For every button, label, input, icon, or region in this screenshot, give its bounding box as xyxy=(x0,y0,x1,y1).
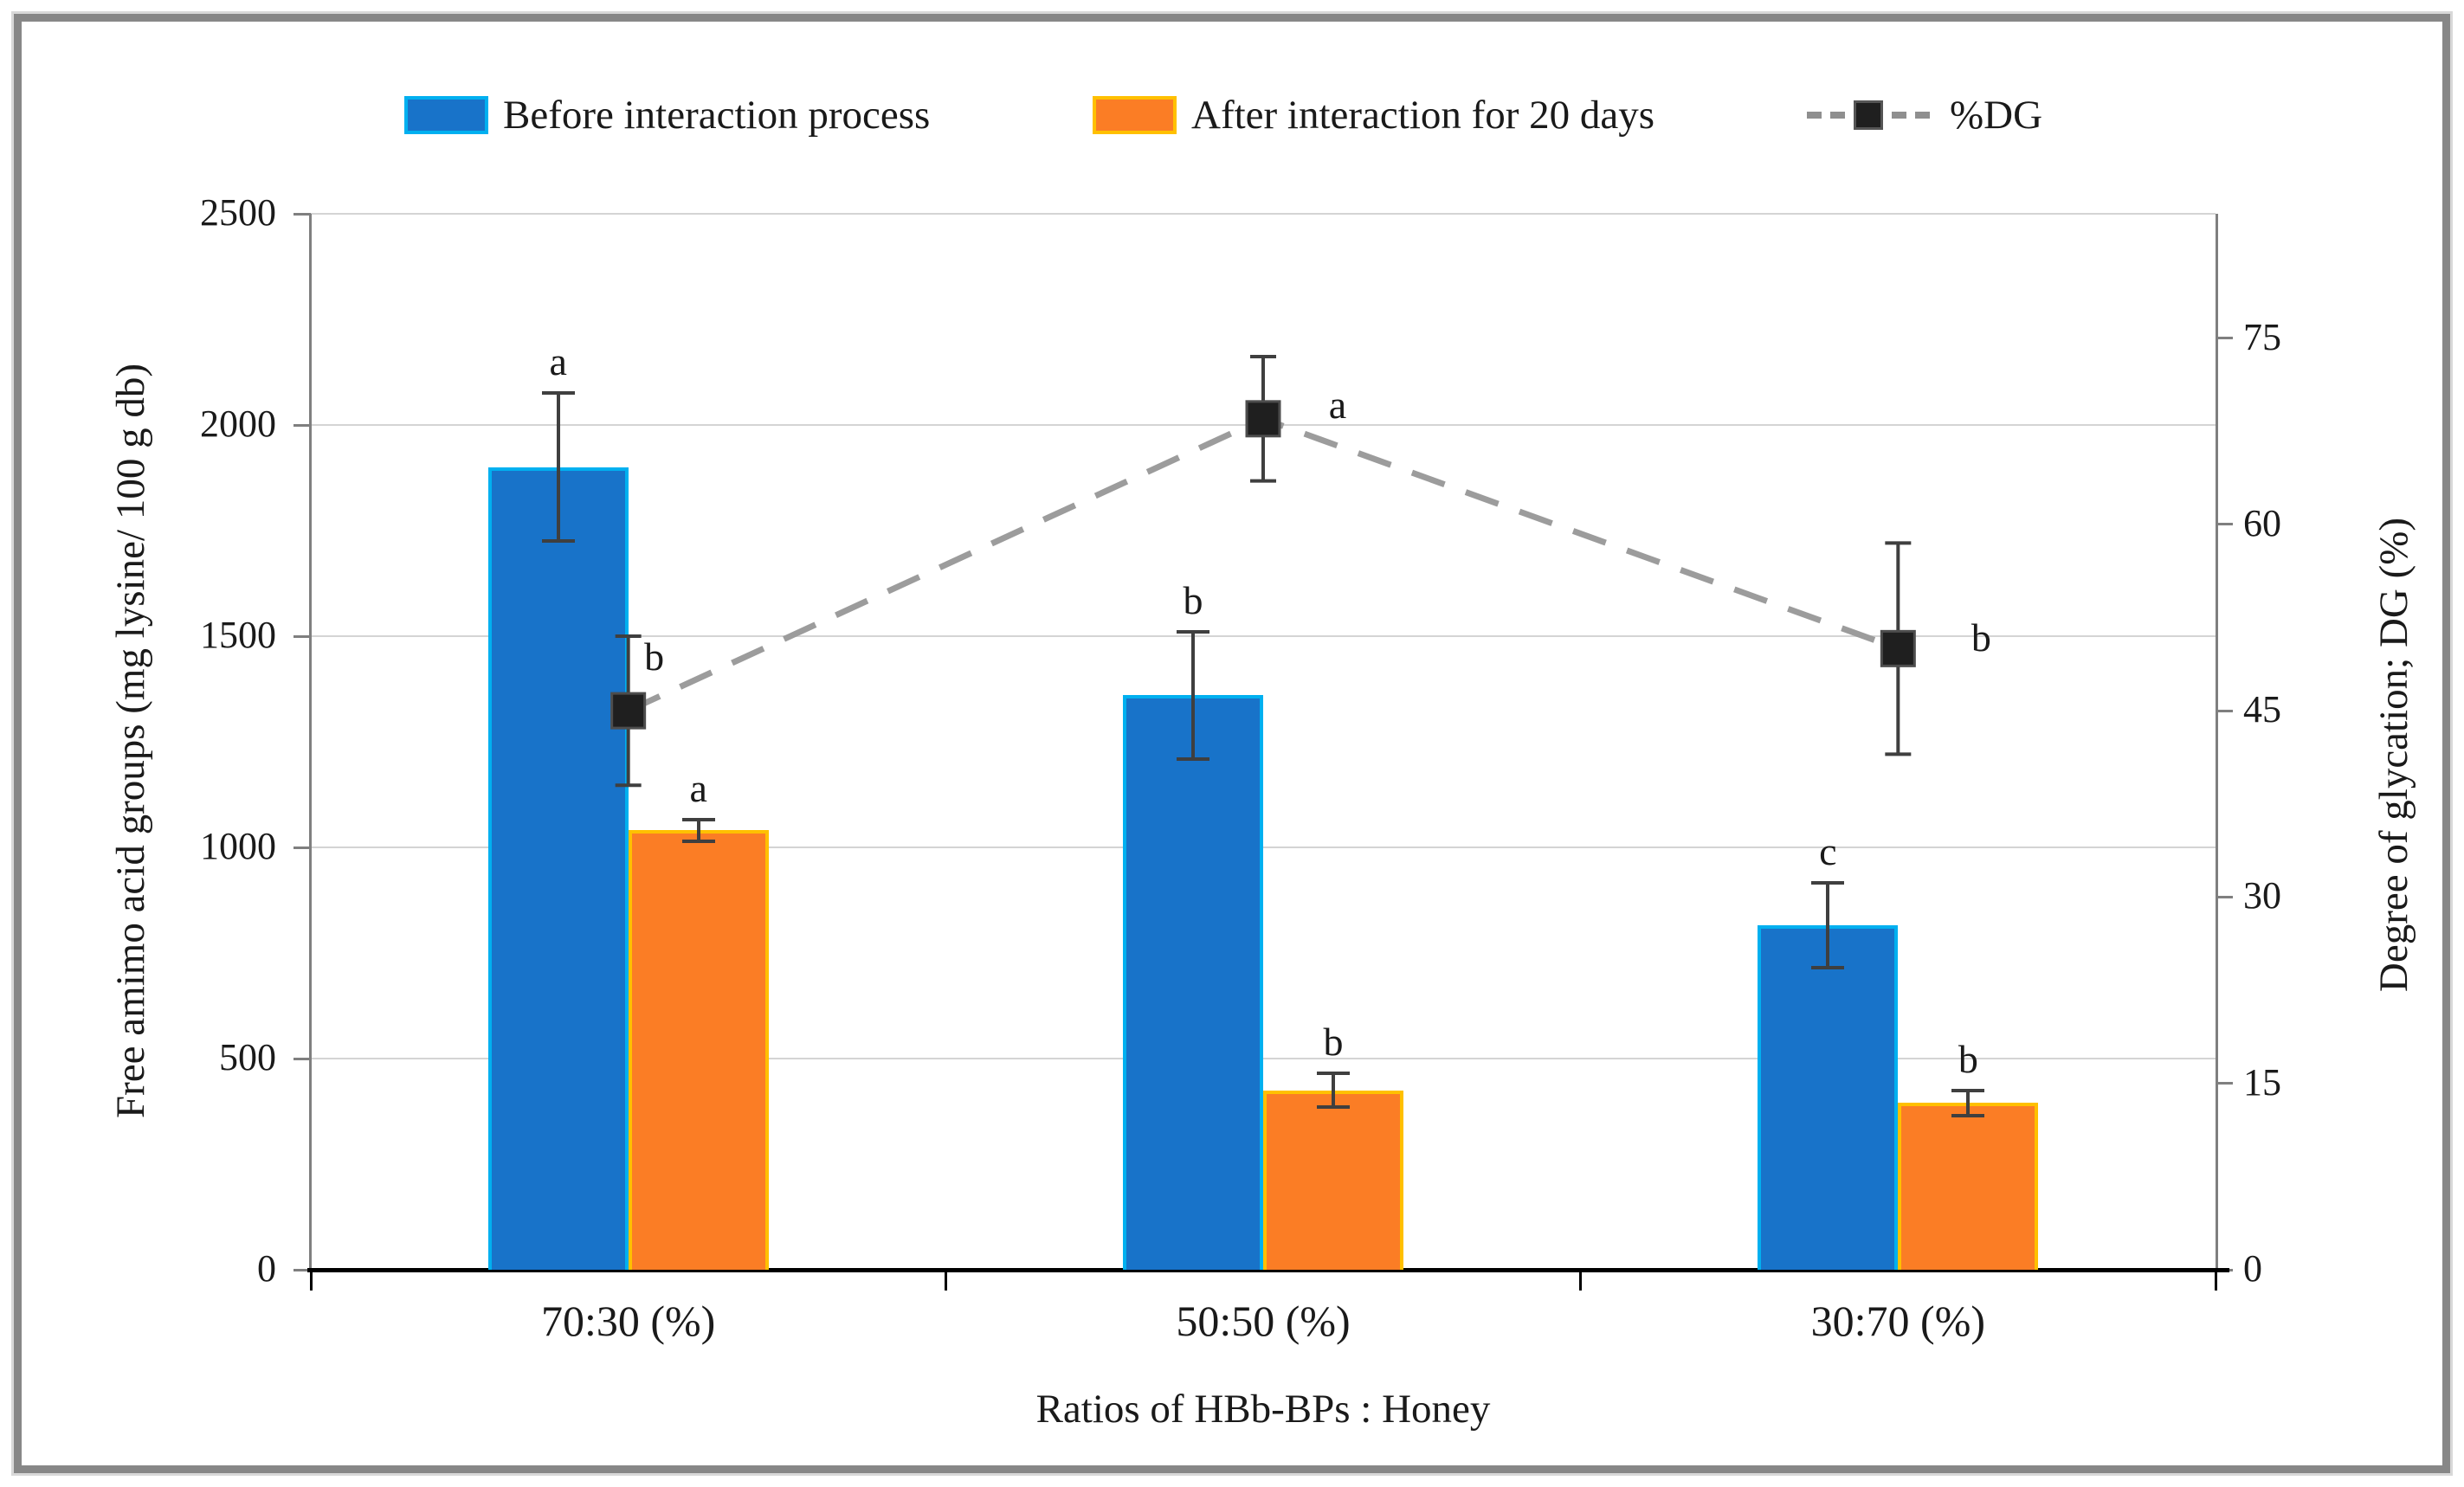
legend-swatch-before-icon xyxy=(404,96,488,134)
left-tick-label-2500: 2500 xyxy=(200,191,276,234)
legend-label-before: Before interaction process xyxy=(503,93,931,138)
dg-line-layer xyxy=(610,355,1916,788)
err-1-2-cap-top xyxy=(1951,1088,1985,1092)
gridline-1500 xyxy=(311,635,2216,637)
x-tick-0 xyxy=(309,1270,313,1291)
left-tick-label-500: 500 xyxy=(219,1036,276,1078)
sig-letter-dg-2: b xyxy=(1971,615,1991,660)
legend-item-before: Before interaction process xyxy=(404,94,930,136)
gridline-1000 xyxy=(311,846,2216,848)
left-tick-label-2000: 2000 xyxy=(200,402,276,445)
err-0-0-cap-bot xyxy=(541,539,575,544)
err-1-2-cap-bot xyxy=(1951,1113,1985,1117)
right-tick-label-15: 15 xyxy=(2243,1060,2281,1104)
err-0-1-cap-top xyxy=(1177,630,1209,634)
gridline-2500 xyxy=(311,213,2216,215)
sig-letter-after-1: b xyxy=(1323,1020,1344,1065)
right-tick-label-30: 30 xyxy=(2243,874,2281,917)
sig-letter-dg-1: a xyxy=(1328,382,1347,427)
left-tick-1000 xyxy=(293,846,311,849)
x-tick-1 xyxy=(944,1270,947,1291)
right-tick-label-45: 45 xyxy=(2243,688,2281,731)
err-0-0-cap-top xyxy=(541,391,575,396)
legend-dg-marker-icon xyxy=(1807,100,1935,130)
err-1-1-line xyxy=(1332,1073,1335,1108)
right-axis-title: Degree of glycation; DG (%) xyxy=(2371,517,2416,993)
left-tick-label-1500: 1500 xyxy=(200,614,276,656)
category-label-2: 30:70 (%) xyxy=(1810,1297,1985,1345)
right-tick-label-0: 0 xyxy=(2243,1247,2262,1290)
bar-before-0 xyxy=(487,467,629,1270)
x-tick-3 xyxy=(2214,1270,2217,1291)
bar-after-1 xyxy=(1263,1090,1403,1270)
sig-letter-before-1: b xyxy=(1183,578,1203,623)
left-tick-1500 xyxy=(293,634,311,638)
err-0-2-cap-top xyxy=(1811,881,1845,885)
err-1-2-line xyxy=(1966,1090,1971,1116)
sig-letter-after-0: a xyxy=(689,766,707,811)
err-1-0-line xyxy=(696,820,700,841)
right-tick-label-75: 75 xyxy=(2243,315,2281,358)
err-0-2-line xyxy=(1826,883,1830,969)
legend-swatch-after-icon xyxy=(1093,96,1177,134)
sig-letter-before-0: a xyxy=(549,339,567,384)
dg-marker-1 xyxy=(1245,400,1281,438)
chart-canvas: Before interaction process After interac… xyxy=(22,22,2442,1465)
err-1-1-cap-top xyxy=(1317,1072,1350,1076)
x-baseline xyxy=(307,1268,2229,1272)
right-tick-75 xyxy=(2216,337,2233,340)
right-tick-label-60: 60 xyxy=(2243,501,2281,544)
err-1-1-cap-bot xyxy=(1317,1105,1350,1110)
left-tick-label-1000: 1000 xyxy=(200,825,276,867)
left-tick-500 xyxy=(293,1057,311,1060)
dg-marker-0 xyxy=(610,692,647,730)
category-label-0: 70:30 (%) xyxy=(540,1297,716,1345)
legend-item-dg: %DG xyxy=(1807,94,2042,136)
right-tick-30 xyxy=(2216,895,2233,898)
figure-frame: Before interaction process After interac… xyxy=(11,11,2453,1476)
bar-after-0 xyxy=(628,830,769,1270)
err-0-1-line xyxy=(1191,632,1195,759)
sig-letter-dg-0: b xyxy=(644,634,665,679)
bar-before-2 xyxy=(1758,925,1899,1270)
category-label-1: 50:50 (%) xyxy=(1176,1297,1351,1345)
sig-letter-before-2: c xyxy=(1819,829,1837,874)
right-tick-45 xyxy=(2216,709,2233,712)
err-0-1-cap-bot xyxy=(1177,756,1209,761)
err-1-0-cap-top xyxy=(681,818,715,822)
x-axis-title: Ratios of HBb-BPs : Honey xyxy=(1035,1387,1491,1432)
left-axis-line xyxy=(309,214,312,1270)
sig-letter-after-2: b xyxy=(1958,1036,1978,1081)
right-axis-line xyxy=(2216,214,2218,1270)
err-0-0-line xyxy=(556,393,560,542)
right-tick-60 xyxy=(2216,523,2233,526)
left-axis-title: Free amimo acid groups (mg lysine/ 100 g… xyxy=(108,364,153,1118)
dg-marker-2 xyxy=(1880,629,1916,667)
left-tick-label-0: 0 xyxy=(257,1247,276,1290)
x-tick-2 xyxy=(1579,1270,1583,1291)
err-1-0-cap-bot xyxy=(681,839,715,843)
bar-after-2 xyxy=(1898,1103,2039,1270)
legend-label-dg: %DG xyxy=(1950,93,2043,138)
legend-item-after: After interaction for 20 days xyxy=(1093,94,1654,136)
left-tick-2500 xyxy=(293,212,311,216)
gridline-500 xyxy=(311,1058,2216,1059)
legend-label-after: After interaction for 20 days xyxy=(1191,93,1655,138)
right-tick-15 xyxy=(2216,1082,2233,1085)
left-tick-2000 xyxy=(293,423,311,427)
err-0-2-cap-bot xyxy=(1811,966,1845,970)
left-tick-0 xyxy=(293,1268,311,1271)
